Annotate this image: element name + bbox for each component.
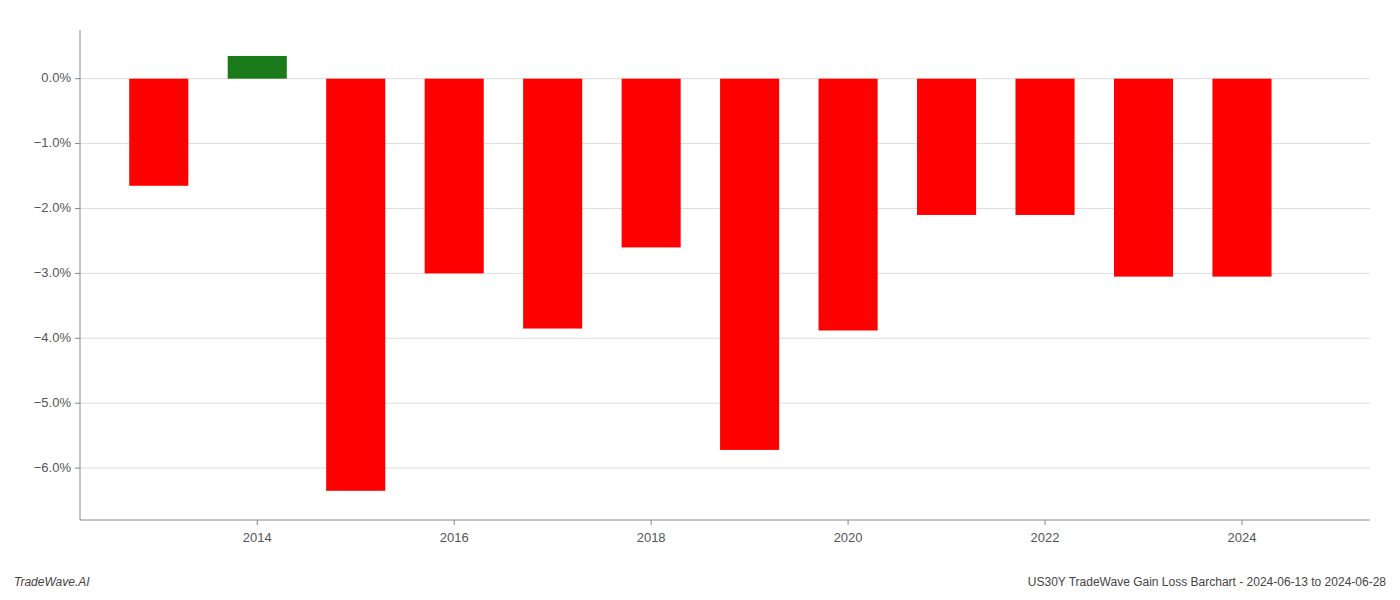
y-tick (75, 143, 80, 144)
y-tick (75, 273, 80, 274)
y-tick (75, 338, 80, 339)
y-tick (75, 208, 80, 209)
bar (228, 56, 287, 79)
x-tick (1241, 520, 1242, 525)
x-tick-label: 2018 (637, 530, 666, 545)
x-tick (257, 520, 258, 525)
page: {"chart_data": {"type": "bar", "title": … (0, 0, 1400, 600)
y-grid (80, 79, 1370, 468)
x-axis-line (80, 520, 1370, 521)
y-ticks: 0.0% −1.0% −2.0% −3.0% −4.0% −5.0% −6.0% (34, 70, 80, 474)
y-tick-label: 0.0% (41, 70, 71, 85)
bar (622, 79, 681, 248)
x-tick-label: 2024 (1228, 530, 1257, 545)
bar (1114, 79, 1173, 277)
y-tick (75, 78, 80, 79)
y-tick (75, 468, 80, 469)
y-tick-label: −3.0% (34, 265, 72, 280)
chart: 0.0%−1.0%−2.0%−3.0%−4.0%−5.0%−6.0%201420… (0, 0, 1400, 600)
y-tick-label: −1.0% (34, 135, 72, 150)
x-tick-label: 2022 (1031, 530, 1060, 545)
bar (917, 79, 976, 215)
title: US30Y TradeWave Gain Loss Barchart - 202… (1028, 575, 1387, 589)
grid-line (80, 468, 1370, 469)
x-tick (1045, 520, 1046, 525)
x-tick (651, 520, 652, 525)
x-tick (454, 520, 455, 525)
x-tick (848, 520, 849, 525)
background (0, 0, 1400, 600)
x-tick-label: 2016 (440, 530, 469, 545)
bar (129, 79, 188, 186)
x-tick-label: 2020 (834, 530, 863, 545)
y-tick-label: −5.0% (34, 395, 72, 410)
bars (129, 56, 1271, 491)
bar (425, 79, 484, 274)
x-tick-label: 2014 (243, 530, 272, 545)
bar (1015, 79, 1074, 215)
bar (720, 79, 779, 450)
bar (326, 79, 385, 491)
bar (819, 79, 878, 331)
footer-annotation: TradeWave.AI (14, 575, 90, 589)
y-tick-label: −6.0% (34, 460, 72, 475)
y-tick-label: −4.0% (34, 330, 72, 345)
bar (1212, 79, 1271, 277)
bar (523, 79, 582, 329)
x-ticks: 2014 2016 2018 2020 2022 2024 (243, 520, 1257, 545)
y-axis-line (80, 30, 81, 520)
y-tick (75, 403, 80, 404)
y-tick-label: −2.0% (34, 200, 72, 215)
